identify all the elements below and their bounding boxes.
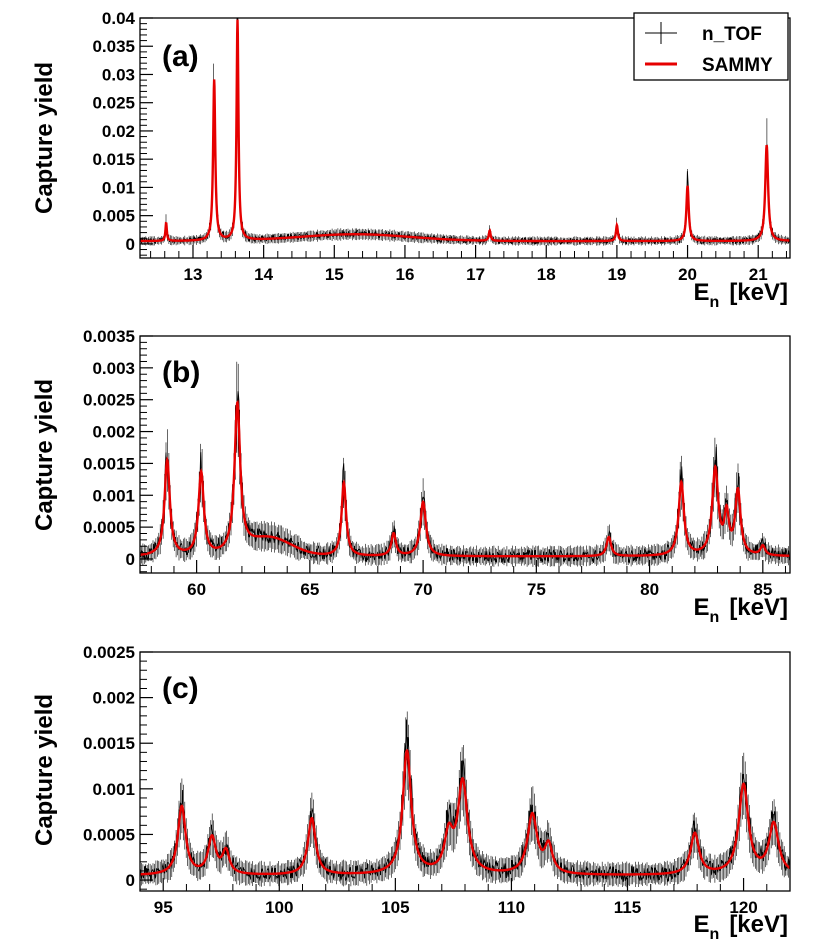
panel-c-xtick-label: 115	[614, 898, 641, 917]
panel-c-xtick-label: 100	[265, 898, 293, 917]
panel-a-plot-area	[140, 18, 790, 246]
panel-b-ylabel: Capture yield	[31, 379, 58, 531]
panel-a-ytick-label: 0.015	[92, 150, 135, 169]
panel-b-ytick-label: 0	[126, 550, 135, 569]
panel-a-ytick-label: 0.025	[92, 94, 135, 113]
panel-a-xtick-label: 18	[537, 265, 556, 284]
panel-c: Capture yield En [keV] 0 0.0005 0.001 0.0015…	[31, 643, 791, 943]
panel-b-ytick-label: 0.0005	[83, 518, 135, 537]
panel-b-label: (b)	[162, 356, 200, 389]
panel-c-xtick-label: 105	[381, 898, 409, 917]
panel-a-xtick-label: 19	[607, 265, 626, 284]
panel-b-ytick-label: 0.003	[92, 359, 135, 378]
panel-b-plot-area	[140, 361, 790, 567]
panel-a-xtick-label: 21	[749, 265, 768, 284]
panel-c-label: (c)	[162, 672, 199, 705]
legend: n_TOF SAMMY	[633, 12, 789, 81]
panel-c-ytick-label: 0.002	[92, 689, 135, 708]
legend-sammy-label: SAMMY	[702, 55, 773, 76]
panel-c-series-sammy	[140, 749, 790, 876]
panel-b: Capture yield En [keV] 0 0.0005 0.001 0.0015…	[31, 327, 791, 626]
panel-b-xtick-label: 80	[640, 580, 659, 599]
panel-c-xtick-label: 110	[498, 898, 525, 917]
panel-b-ytick-label: 0.0035	[83, 327, 135, 346]
panel-a-xlabel: En [keV]	[694, 279, 788, 311]
panel-c-ytick-label: 0.001	[92, 780, 135, 799]
panel-b-ytick-label: 0.002	[92, 423, 135, 442]
panel-a-label: (a)	[162, 40, 199, 73]
panel-a-ytick-label: 0.01	[102, 178, 135, 197]
panel-a-ytick-label: 0	[126, 235, 135, 254]
panel-a-xtick-label: 15	[325, 265, 344, 284]
panel-c-ytick-label: 0.0005	[83, 825, 135, 844]
panel-a-xtick-label: 20	[678, 265, 697, 284]
panel-c-ytick-label: 0.0015	[83, 734, 135, 753]
panel-a-xtick-label: 16	[395, 265, 414, 284]
panel-c-xtick-label: 120	[729, 898, 757, 917]
panel-b-ytick-label: 0.001	[92, 486, 135, 505]
panel-b-xtick-label: 70	[414, 580, 433, 599]
panel-a-ytick-label: 0.005	[92, 207, 135, 226]
panel-c-plot-area	[140, 711, 790, 888]
panel-b-ytick-label: 0.0015	[83, 454, 135, 473]
panel-a-xtick-label: 13	[184, 265, 203, 284]
panel-a-series-sammy	[140, 19, 790, 243]
panel-a-ytick-label: 0.04	[102, 9, 136, 28]
panel-b-xtick-label: 75	[527, 580, 546, 599]
panel-b-xtick-label: 85	[753, 580, 772, 599]
panel-b-ytick-label: 0.0025	[83, 391, 135, 410]
panel-a-xtick-label: 14	[254, 265, 273, 284]
panel-a-xtick-label: 17	[466, 265, 485, 284]
panel-c-xtick-label: 95	[154, 898, 173, 917]
panel-a-frame	[139, 17, 791, 259]
panel-c-ylabel: Capture yield	[31, 694, 58, 846]
panel-b-xlabel: En [keV]	[694, 594, 788, 626]
panel-c-ytick-label: 0	[126, 871, 135, 890]
panel-b-series-sammy	[140, 399, 790, 558]
panel-b-frame	[139, 335, 791, 574]
panel-b-xtick-label: 60	[187, 580, 206, 599]
panel-a-ytick-label: 0.02	[102, 122, 135, 141]
panel-a-ytick-label: 0.03	[102, 65, 135, 84]
panel-c-ytick-label: 0.0025	[83, 643, 135, 662]
panel-a-ylabel: Capture yield	[31, 62, 58, 214]
panel-a: Capture yield En [keV] 0 0.005 0.01 0.015 0.0…	[31, 9, 791, 311]
panel-c-xlabel: En [keV]	[694, 911, 788, 943]
legend-ntof-label: n_TOF	[702, 24, 762, 45]
legend-box	[633, 12, 789, 81]
panel-b-xtick-label: 65	[300, 580, 319, 599]
panel-a-ytick-label: 0.035	[92, 37, 135, 56]
panel-b-ntof-errorbars	[140, 361, 790, 567]
